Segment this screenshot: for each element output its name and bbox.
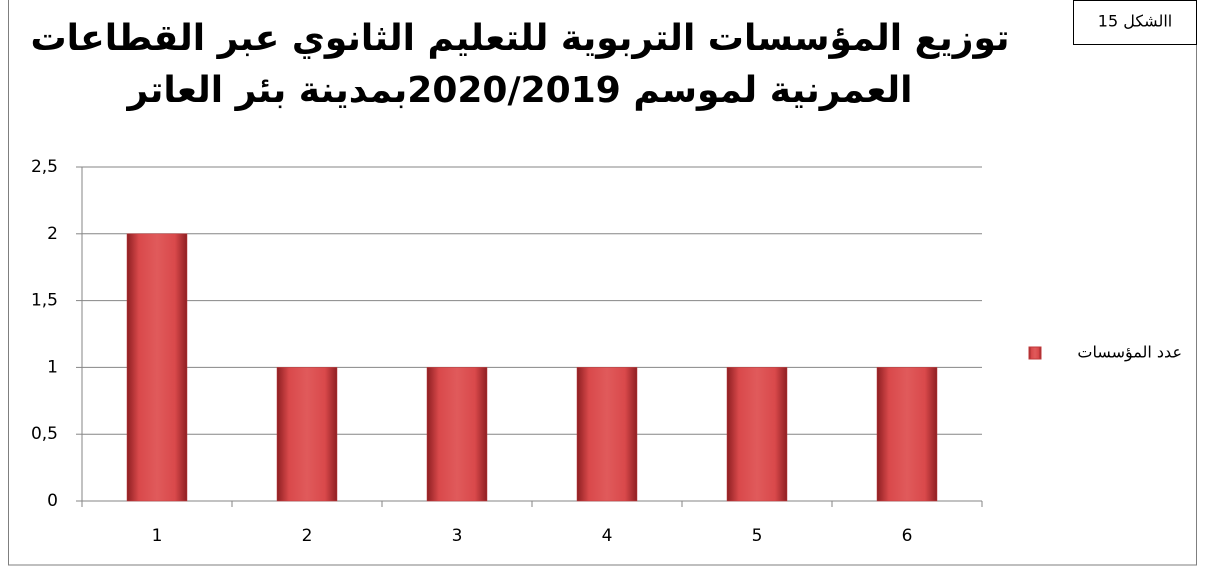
bar: [576, 367, 638, 502]
legend-label: عدد المؤسسات: [1077, 343, 1182, 363]
x-tick-label: 6: [902, 526, 913, 546]
y-tick-label: 2: [47, 224, 58, 244]
y-tick-label: 0: [47, 491, 58, 511]
bar: [126, 233, 188, 502]
x-tick-label: 4: [602, 526, 613, 546]
x-tick-label: 5: [752, 526, 763, 546]
bar: [276, 367, 338, 502]
x-tick-label: 1: [152, 526, 163, 546]
bar: [426, 367, 488, 502]
bar: [726, 367, 788, 502]
y-tick-label: 2,5: [31, 157, 58, 177]
y-tick-label: 1: [47, 357, 58, 377]
chart-title: توزيع المؤسسات التربوية للتعليم الثانوي …: [30, 18, 1009, 59]
x-tick-label: 2: [302, 526, 313, 546]
y-tick-label: 0,5: [31, 424, 58, 444]
legend-swatch: [1028, 346, 1042, 360]
x-tick-label: 3: [452, 526, 463, 546]
annotation: االشكل 15: [1098, 12, 1172, 31]
bar: [876, 367, 938, 502]
chart-title: العمرنية لموسم 2020/2019بمدينة بئر العات…: [125, 70, 912, 111]
y-tick-label: 1,5: [31, 291, 58, 311]
annotation-box: [1073, 0, 1197, 45]
